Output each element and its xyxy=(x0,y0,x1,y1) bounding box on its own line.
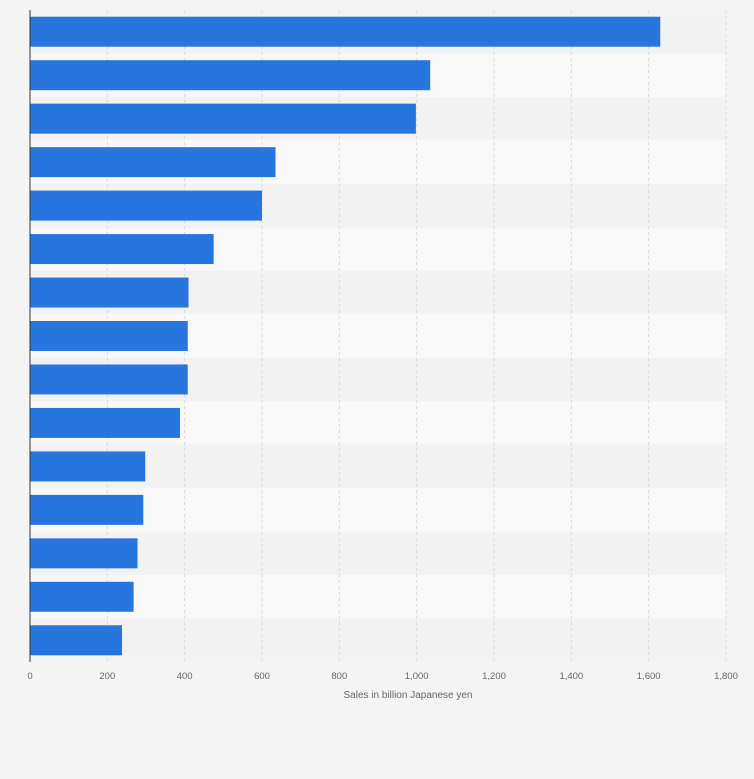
bars xyxy=(30,16,661,656)
x-axis-ticks: 0 200 400 600 800 1,000 1,200 1,400 1,600 1,800 xyxy=(27,671,738,682)
row-band xyxy=(30,575,726,619)
bar[interactable] xyxy=(30,60,431,91)
bar[interactable] xyxy=(30,581,134,612)
x-tick-label: 400 xyxy=(177,671,193,682)
bar[interactable] xyxy=(30,234,214,265)
x-tick-label: 1,200 xyxy=(482,671,506,682)
row-band xyxy=(30,488,726,532)
x-tick-label: 1,800 xyxy=(714,671,738,682)
x-tick-label: 0 xyxy=(27,671,32,682)
row-band xyxy=(30,618,726,662)
bar[interactable] xyxy=(30,538,138,569)
bar[interactable] xyxy=(30,407,181,438)
x-axis-title: Sales in billion Japanese yen xyxy=(344,690,473,701)
bar[interactable] xyxy=(30,321,188,351)
bar[interactable] xyxy=(30,625,123,656)
bar[interactable] xyxy=(30,16,661,47)
bar[interactable] xyxy=(30,277,189,308)
x-tick-label: 1,400 xyxy=(559,671,583,682)
bar[interactable] xyxy=(30,451,146,482)
bar[interactable] xyxy=(30,364,188,395)
bar[interactable] xyxy=(30,190,262,221)
x-tick-label: 1,600 xyxy=(637,671,661,682)
x-tick-label: 200 xyxy=(99,671,115,682)
x-tick-label: 800 xyxy=(331,671,347,682)
bar[interactable] xyxy=(30,147,276,178)
x-tick-label: 600 xyxy=(254,671,270,682)
bar[interactable] xyxy=(30,494,144,525)
row-band xyxy=(30,531,726,576)
row-band xyxy=(30,444,726,489)
x-tick-label: 1,000 xyxy=(405,671,429,682)
bar[interactable] xyxy=(30,103,416,134)
